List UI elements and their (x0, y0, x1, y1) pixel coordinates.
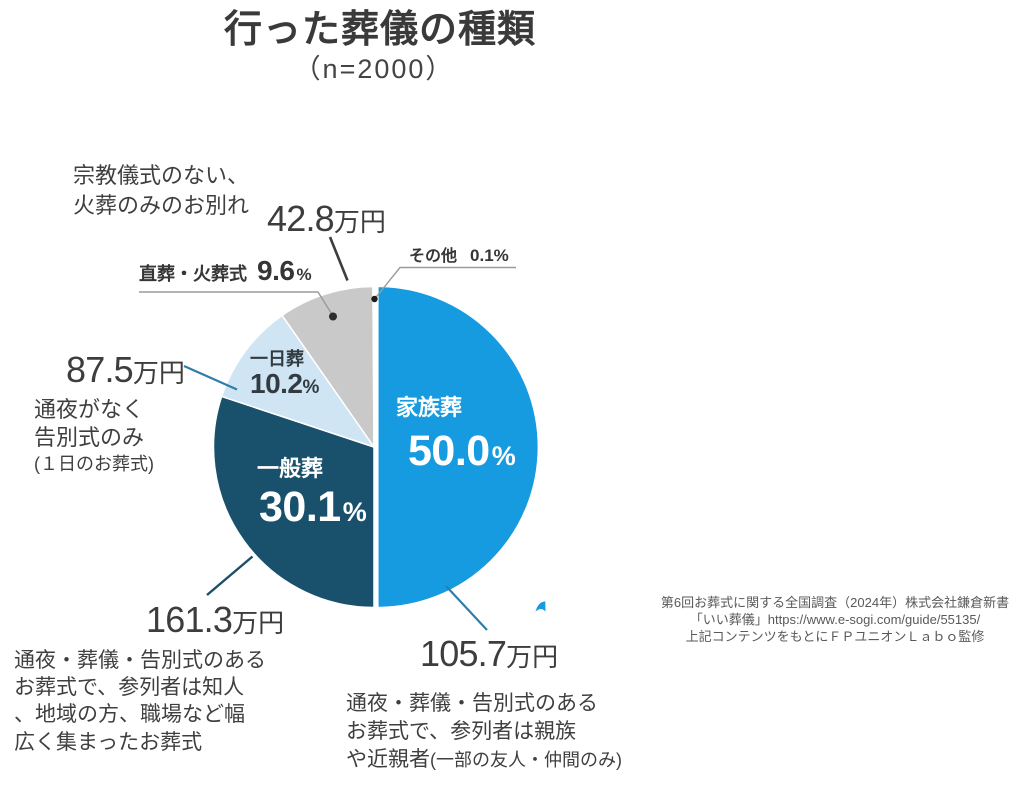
ippanso-price-value: 161.3 (146, 599, 233, 640)
pie-slice-その他 (372, 285, 375, 448)
ichinichiso-percent-sign: % (302, 377, 320, 398)
ichinichiso-average-price: 87.5万円 (66, 352, 185, 388)
pie-slices (212, 285, 540, 609)
chokuso-slice-label: 直葬・火葬式 9.6% (139, 257, 312, 285)
kazokuso-name: 家族葬 (396, 395, 463, 420)
leader-line-chokuso-label (139, 291, 334, 317)
ippanso-description-line2: お葬式で、参列者は知人 (14, 676, 245, 700)
pie-slice-一般葬 (212, 395, 375, 609)
leader-line-sonota-label (374, 266, 516, 299)
ichinichiso-description-line1: 通夜がなく (34, 397, 145, 422)
kazokuso-description-line3-main: や近親者 (346, 748, 430, 771)
kazokuso-description-line2: お葬式で、参列者は親族 (346, 720, 577, 743)
kazokuso-description-line1: 通夜・葬儀・告別式のある (346, 692, 598, 715)
chart-header: 行った葬儀の種類 （n=2000） (80, 9, 680, 86)
ippanso-name: 一般葬 (257, 456, 324, 481)
kazokuso-slice-inner-label: 家族葬 50.0% (396, 397, 516, 473)
ichinichiso-description-line3: (１日のお葬式) (34, 454, 154, 474)
sonota-slice-label: その他 0.1% (409, 247, 509, 265)
kazokuso-description-line3: や近親者(一部の友人・仲間のみ) (346, 746, 622, 774)
chokuso-average-price: 42.8万円 (267, 201, 386, 237)
leader-line-chokuso-price (328, 236, 349, 281)
chokuso-percent: 9.6 (257, 255, 295, 286)
sonota-name: その他 (409, 248, 458, 265)
leader-line-kazokuso-price (445, 585, 488, 631)
ippanso-description-line4: 広く集まったお葬式 (14, 730, 203, 754)
kazokuso-percent-sign: % (491, 441, 516, 471)
ippanso-description-line3: 、地域の方、職場など幅 (14, 703, 245, 727)
ippanso-description-line1: 通夜・葬儀・告別式のある (14, 649, 266, 672)
ippanso-percent: 30.1 (259, 483, 341, 531)
chokuso-description: 宗教儀式のない、 火葬のみのお別れ (73, 161, 249, 221)
ippanso-price-unit: 万円 (232, 608, 285, 638)
ichinichiso-slice-inner-label: 一日葬 10.2% (250, 350, 319, 398)
sonota-percent-sign: % (493, 246, 509, 265)
ippanso-slice-inner-label: 一般葬 30.1% (257, 458, 367, 529)
pie-slice-直葬・火葬式 (281, 285, 375, 450)
ippanso-average-price: 161.3万円 (146, 602, 284, 638)
source-note: 第6回お葬式に関する全国調査（2024年）株式会社鎌倉新書 「いい葬儀」http… (639, 594, 1024, 645)
source-line3: 上記コンテンツをもとにＦＰユニオンＬａｂｏ監修 (685, 629, 985, 644)
chokuso-name: 直葬・火葬式 (139, 264, 247, 284)
kazokuso-description-line3-small: (一部の友人・仲間のみ) (430, 750, 622, 770)
ichinichiso-description: 通夜がなく 告別式のみ (１日のお葬式) (34, 396, 154, 479)
pie-slice-家族葬 (377, 285, 540, 609)
chokuso-description-line2: 火葬のみのお別れ (73, 193, 250, 218)
sonota-percent: 0.1 (470, 246, 494, 265)
leader-dot-sonota (371, 295, 378, 303)
kazokuso-price-value: 105.7 (420, 633, 507, 674)
leader-line-ippanso-price (206, 555, 254, 596)
leader-dot-chokuso (329, 312, 337, 321)
chokuso-description-line1: 宗教儀式のない、 (73, 163, 250, 188)
leader-line-ichinichiso-price (183, 364, 238, 391)
kazokuso-description: 通夜・葬儀・告別式のある お葬式で、参列者は親族 や近親者(一部の友人・仲間のみ… (346, 690, 622, 774)
ichinichiso-percent: 10.2 (250, 368, 303, 399)
kazokuso-price-unit: 万円 (506, 642, 559, 672)
ippanso-description: 通夜・葬儀・告別式のある お葬式で、参列者は知人 、地域の方、職場など幅 広く集… (14, 647, 266, 756)
cursor-fin-icon (535, 601, 546, 612)
ichinichiso-price-unit: 万円 (132, 358, 185, 388)
chokuso-price-unit: 万円 (333, 207, 386, 237)
chokuso-percent-sign: % (296, 265, 312, 284)
chart-subtitle: （n=2000） (293, 53, 455, 84)
source-line1: 第6回お葬式に関する全国調査（2024年）株式会社鎌倉新書 (660, 595, 1010, 610)
pie-slice-一日葬 (220, 314, 376, 449)
chart-title: 行った葬儀の種類 (223, 9, 536, 51)
ichinichiso-price-value: 87.5 (66, 349, 134, 390)
ichinichiso-name: 一日葬 (250, 349, 304, 369)
source-line2: 「いい葬儀」https://www.e-sogi.com/guide/55135… (689, 612, 981, 627)
chokuso-price-value: 42.8 (267, 198, 335, 239)
ippanso-percent-sign: % (342, 497, 367, 527)
kazokuso-percent: 50.0 (408, 427, 490, 475)
ichinichiso-description-line2: 告別式のみ (34, 424, 145, 450)
kazokuso-average-price: 105.7万円 (420, 636, 558, 672)
